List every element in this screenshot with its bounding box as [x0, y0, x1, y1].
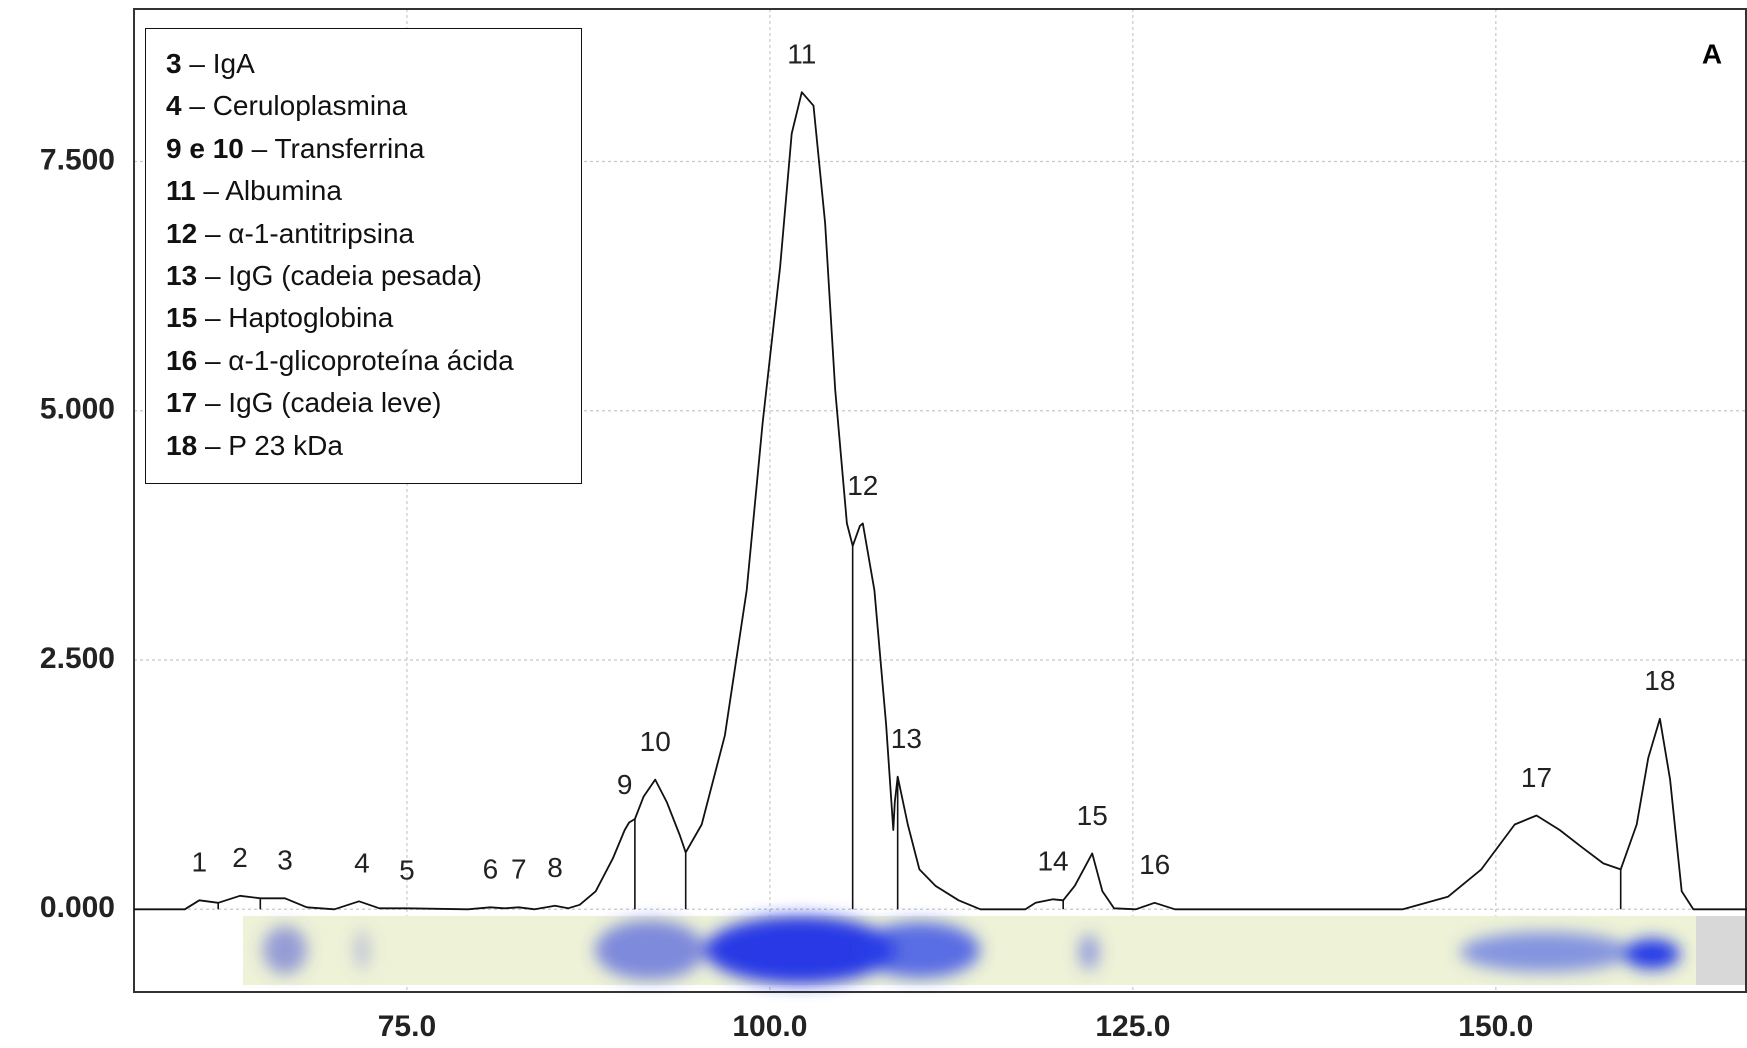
- peak-label: 1: [192, 847, 208, 878]
- legend-text: – Ceruloplasmina: [189, 90, 407, 121]
- legend-entry: 12 – α-1-antitripsina: [166, 213, 541, 255]
- y-tick-label: 0.000: [40, 891, 115, 924]
- peak-label: 8: [547, 852, 563, 883]
- legend-text: – P 23 kDa: [205, 430, 343, 461]
- peak-label: 11: [787, 39, 816, 70]
- legend-entry: 11 – Albumina: [166, 170, 541, 212]
- x-tick-label: 150.0: [1458, 1010, 1533, 1043]
- peak-label: 16: [1139, 849, 1170, 880]
- legend-key: 4: [166, 90, 182, 121]
- gel-band: [1460, 932, 1630, 972]
- peak-label: 15: [1077, 800, 1108, 831]
- peak-label: 4: [354, 848, 370, 879]
- gel-band: [1624, 939, 1680, 969]
- legend-text: – α-1-antitripsina: [205, 218, 414, 249]
- legend-key: 11: [166, 175, 196, 206]
- legend-entry: 4 – Ceruloplasmina: [166, 85, 541, 127]
- x-tick-label: 125.0: [1095, 1010, 1170, 1043]
- panel-label: A: [1702, 38, 1722, 69]
- legend-key: 3: [166, 48, 182, 79]
- peak-label: 7: [511, 854, 527, 885]
- gel-band: [354, 930, 370, 970]
- legend-key: 12: [166, 218, 197, 249]
- legend-entry: 18 – P 23 kDa: [166, 425, 541, 467]
- legend-entry: 15 – Haptoglobina: [166, 297, 541, 339]
- legend-text: – IgG (cadeia pesada): [205, 260, 482, 291]
- peak-label: 14: [1037, 846, 1068, 877]
- y-tick-label: 5.000: [40, 393, 115, 426]
- peak-label: 18: [1644, 665, 1675, 696]
- peak-label: 10: [640, 726, 671, 757]
- legend-text: – Albumina: [203, 175, 342, 206]
- y-tick-label: 7.500: [40, 143, 115, 176]
- gel-band: [595, 920, 705, 980]
- legend-entry: 9 e 10 – Transferrina: [166, 128, 541, 170]
- legend-entry: 13 – IgG (cadeia pesada): [166, 255, 541, 297]
- legend-text: – IgA: [189, 48, 254, 79]
- legend-text: – α-1-glicoproteína ácida: [205, 345, 514, 376]
- legend-key: 16: [166, 345, 197, 376]
- peak-label: 2: [232, 842, 248, 873]
- peak-label: 6: [483, 854, 499, 885]
- gel-label-background: [1696, 916, 1747, 985]
- legend-key: 18: [166, 430, 197, 461]
- y-tick-label: 2.500: [40, 642, 115, 675]
- gel-band: [263, 926, 307, 974]
- legend-entry: 3 – IgA: [166, 43, 541, 85]
- x-tick-label: 100.0: [732, 1010, 807, 1043]
- legend-text: – IgG (cadeia leve): [205, 387, 442, 418]
- legend-entry: 17 – IgG (cadeia leve): [166, 382, 541, 424]
- page: A B 0.0002.5005.0007.50075.0100.0125.015…: [0, 0, 1747, 1048]
- gel-band: [1079, 934, 1099, 970]
- legend-text: – Transferrina: [252, 133, 425, 164]
- legend-text: – Haptoglobina: [205, 302, 393, 333]
- legend-key: 9 e 10: [166, 133, 244, 164]
- peak-label: 9: [617, 769, 633, 800]
- gel-band: [860, 922, 980, 978]
- gel-strip: [243, 916, 1747, 985]
- peak-label: 3: [277, 845, 293, 876]
- peak-label: 17: [1521, 762, 1552, 793]
- peak-label: 12: [847, 470, 878, 501]
- legend-key: 13: [166, 260, 197, 291]
- peak-label: 13: [891, 723, 922, 754]
- x-tick-label: 75.0: [378, 1010, 436, 1043]
- peak-label: 5: [399, 855, 415, 886]
- legend-entry: 16 – α-1-glicoproteína ácida: [166, 340, 541, 382]
- legend-key: 17: [166, 387, 197, 418]
- legend-key: 15: [166, 302, 197, 333]
